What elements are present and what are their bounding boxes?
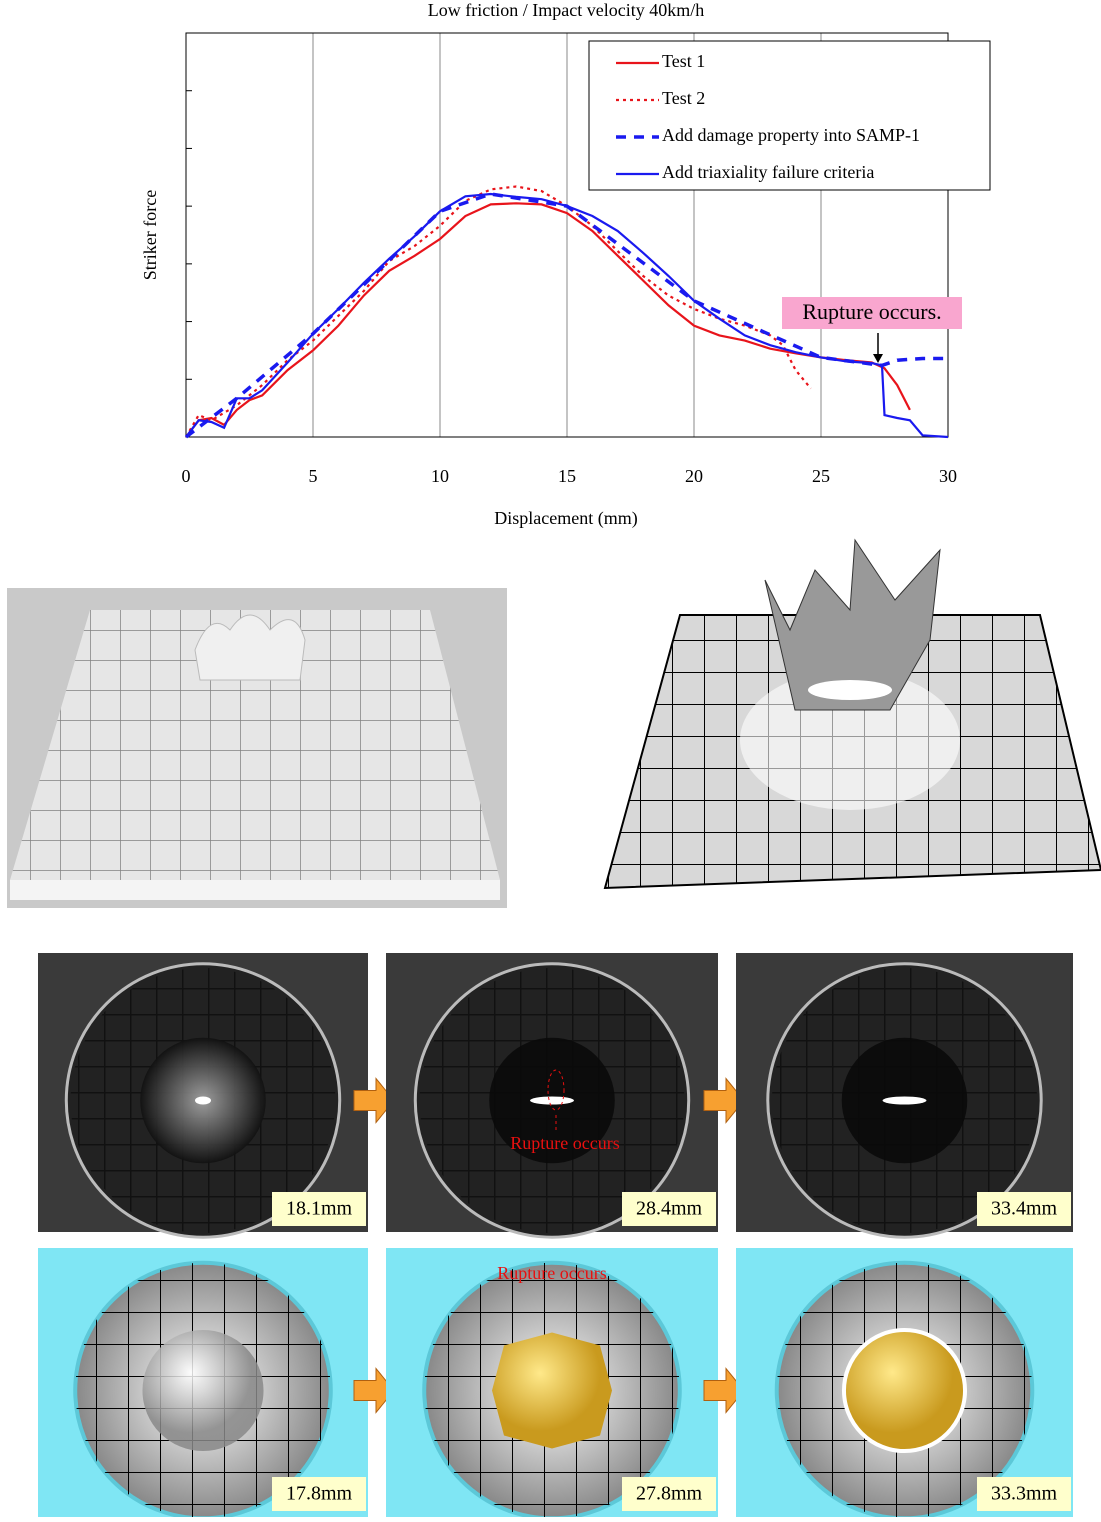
- x-tick-label: 5: [309, 466, 318, 486]
- legend-label: Test 2: [662, 88, 705, 108]
- x-axis-label: Displacement (mm): [494, 508, 637, 529]
- sequence-arrow: [703, 1367, 745, 1414]
- chart-title: Low friction / Impact velocity 40km/h: [428, 0, 704, 20]
- image-panel: 27.8mm: [386, 1248, 718, 1521]
- image-panel: 28.4mm: [386, 953, 718, 1239]
- y-axis-label: Striker force: [140, 190, 160, 280]
- depth-label: 33.3mm: [991, 1483, 1058, 1505]
- plot-frame: [185, 32, 949, 438]
- x-tick-label: 30: [939, 466, 957, 486]
- petals: [492, 1332, 612, 1449]
- depth-label-box: [272, 1192, 366, 1226]
- annotation-arrowhead: [873, 354, 883, 363]
- depth-label: 27.8mm: [636, 1483, 703, 1505]
- highlight: [530, 1096, 574, 1105]
- depth-label-box: [622, 1192, 716, 1226]
- rupture-annotation: Rupture occurs: [497, 1263, 606, 1283]
- series-line: [185, 192, 949, 439]
- image-panel: 17.8mm: [38, 1248, 368, 1521]
- dome: [142, 1329, 264, 1452]
- legend-label: Test 1: [662, 51, 705, 71]
- sequence-arrow: [353, 1367, 395, 1414]
- highlight: [195, 1096, 211, 1105]
- depth-label: 28.4mm: [636, 1198, 703, 1220]
- image-panel: 33.3mm: [736, 1248, 1073, 1521]
- image-panel: 18.1mm: [38, 953, 368, 1239]
- specimen-photo: [7, 588, 507, 908]
- x-tick-label: 15: [558, 466, 576, 486]
- rupture-marker: [547, 1069, 565, 1111]
- depth-label-box: [272, 1477, 366, 1511]
- x-tick-label: 25: [812, 466, 830, 486]
- annotation-box: [782, 297, 962, 329]
- depth-label-box: [622, 1477, 716, 1511]
- depth-label: 33.4mm: [991, 1198, 1058, 1220]
- x-tick-label: 10: [431, 466, 449, 486]
- rupture-annotation: Rupture occurs: [510, 1133, 619, 1153]
- image-panel: 33.4mm: [736, 953, 1073, 1239]
- depth-label-box: [977, 1192, 1071, 1226]
- depth-label: 17.8mm: [286, 1483, 353, 1505]
- depth-label: 18.1mm: [286, 1198, 353, 1220]
- sequence-arrow: [703, 1077, 745, 1124]
- simulation-render: [603, 538, 1101, 890]
- sequence-arrow: [353, 1077, 395, 1124]
- x-tick-label: 0: [182, 466, 191, 486]
- legend-label: Add damage property into SAMP-1: [662, 125, 920, 145]
- series-line: [184, 192, 948, 439]
- x-tick-label: 20: [685, 466, 703, 486]
- annotation: Rupture occurs.: [802, 299, 941, 324]
- highlight: [882, 1096, 927, 1105]
- depth-label-box: [977, 1477, 1071, 1511]
- legend-label: Add triaxiality failure criteria: [662, 162, 874, 182]
- striker: [841, 1327, 968, 1454]
- legend-box: [588, 40, 991, 191]
